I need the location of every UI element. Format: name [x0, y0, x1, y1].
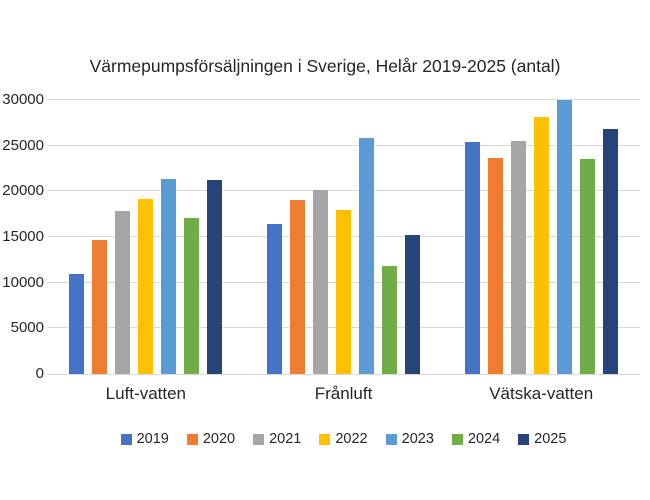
- chart-title: Värmepumpsförsäljningen i Sverige, Helår…: [89, 56, 561, 76]
- bar-2025-1: [405, 235, 420, 374]
- bar-2019-2: [464, 142, 480, 374]
- bar-2022-0: [138, 199, 154, 374]
- y-axis-labels: 0 5000 10000 15000 20000 25000 30000: [0, 92, 44, 382]
- legend-swatch-2024: [451, 433, 463, 445]
- y-tick-label-15000: 15000: [2, 228, 44, 245]
- legend-item-2024: 2024: [451, 431, 501, 447]
- legend-item-2021: 2021: [253, 431, 301, 447]
- bar-2021-0: [115, 211, 131, 374]
- legend-label-2022: 2022: [335, 431, 368, 447]
- bar-2022-2: [533, 117, 549, 374]
- legend-swatch-2025: [518, 433, 530, 445]
- legend-label-2024: 2024: [467, 431, 501, 447]
- gridline-30000: [47, 99, 640, 100]
- gridline-20000: [47, 190, 640, 192]
- bar-group-2: [442, 100, 640, 374]
- legend-label-2020: 2020: [202, 431, 236, 447]
- bar-2024-0: [184, 218, 200, 374]
- legend-swatch-2021: [253, 433, 265, 445]
- legend-item-2023: 2023: [385, 431, 434, 447]
- bar-2021-1: [313, 190, 328, 374]
- bar-2023-2: [556, 100, 572, 374]
- legend-item-2025: 2025: [518, 431, 566, 447]
- x-category-label-0: Luft-vatten: [105, 384, 186, 403]
- y-tick-label-25000: 25000: [2, 136, 44, 154]
- x-axis-labels: Luft-vatten Frånluft Vätska-vatten: [47, 384, 640, 404]
- legend-label-2023: 2023: [401, 431, 434, 447]
- y-tick-label-0: 0: [35, 365, 44, 382]
- legend-label-2025: 2025: [534, 431, 567, 447]
- legend-swatch-2022: [319, 433, 331, 445]
- bar-2025-2: [602, 129, 618, 374]
- bar-2019-1: [267, 224, 282, 374]
- legend-item-2019: 2019: [120, 431, 169, 447]
- legend-item-2022: 2022: [319, 431, 368, 447]
- legend: 2019 2020 2021 2022 2023 2024 2025: [47, 431, 640, 447]
- bar-2024-2: [579, 159, 595, 374]
- plot-area: [47, 99, 640, 375]
- bar-2021-2: [510, 141, 526, 374]
- legend-label-2021: 2021: [269, 431, 302, 447]
- y-tick-label-30000: 30000: [2, 91, 44, 108]
- bar-2023-0: [161, 179, 177, 374]
- x-category-label-2: Vätska-vatten: [489, 384, 594, 403]
- bar-group-0: [47, 100, 245, 374]
- legend-swatch-2019: [120, 433, 132, 445]
- bar-group-1: [245, 100, 443, 374]
- bar-2025-0: [207, 180, 223, 374]
- y-tick-label-20000: 20000: [2, 182, 44, 200]
- bar-2023-1: [359, 138, 374, 374]
- y-tick-label-10000: 10000: [2, 273, 44, 291]
- bar-2022-1: [336, 210, 351, 374]
- gridline-25000: [47, 144, 640, 146]
- bar-2019-0: [69, 274, 85, 374]
- legend-swatch-2020: [186, 433, 198, 445]
- legend-swatch-2023: [385, 433, 397, 445]
- legend-item-2020: 2020: [186, 431, 236, 447]
- x-category-label-1: Frånluft: [314, 384, 373, 403]
- bar-2020-1: [290, 200, 305, 374]
- bar-2024-1: [382, 266, 397, 374]
- bar-2020-0: [92, 240, 108, 374]
- bar-2020-2: [487, 158, 503, 374]
- y-tick-label-5000: 5000: [10, 319, 44, 337]
- legend-label-2019: 2019: [136, 431, 169, 447]
